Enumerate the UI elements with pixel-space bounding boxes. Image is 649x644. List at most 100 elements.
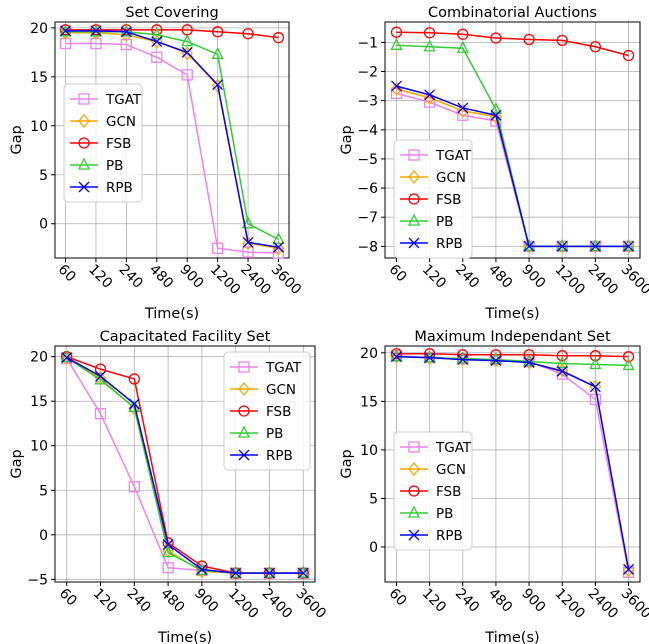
series-rpb [61, 352, 309, 579]
y-tick-label: 15 [30, 394, 48, 410]
data-point [556, 356, 569, 369]
plot-frame [54, 21, 290, 259]
data-point [297, 565, 310, 578]
legend-label: GCN [436, 462, 466, 478]
data-point [230, 567, 242, 579]
data-point [297, 567, 309, 579]
legend-label: FSB [106, 136, 131, 152]
x-tick-label: 1200 [207, 262, 244, 299]
data-point [622, 357, 635, 371]
legend-marker [408, 149, 420, 161]
data-point [490, 32, 502, 44]
data-point [264, 567, 275, 579]
y-tick-label: 5 [369, 491, 378, 507]
y-axis-label: Gap [9, 449, 25, 478]
data-point [523, 240, 535, 252]
data-point [622, 239, 635, 254]
data-point [391, 351, 402, 363]
x-tick-label: 60 [386, 262, 410, 286]
x-tick-label: 480 [485, 262, 515, 292]
data-point [490, 355, 502, 367]
legend-marker [408, 193, 420, 205]
data-point [423, 350, 436, 363]
data-point [622, 563, 635, 578]
x-tick-label: 2400 [585, 586, 622, 623]
data-point [94, 408, 107, 420]
data-point [523, 239, 535, 254]
y-tick-label: −3 [357, 94, 378, 110]
legend-label: FSB [436, 192, 461, 208]
legend-marker [408, 461, 420, 477]
data-point [556, 239, 569, 254]
data-point [120, 26, 132, 38]
y-tick-label: −5 [357, 152, 378, 168]
y-axis-label: Gap [339, 449, 355, 478]
series-fsb [59, 24, 285, 44]
data-point [211, 46, 224, 59]
x-tick-label: 120 [90, 586, 120, 616]
series-rpb [391, 351, 634, 575]
legend-label: TGAT [265, 360, 302, 376]
data-point [523, 238, 536, 251]
data-point [212, 79, 224, 91]
y-tick-label: 0 [39, 217, 48, 233]
y-tick-label: 20 [30, 21, 48, 37]
data-point [423, 39, 436, 52]
data-point [589, 41, 602, 53]
data-point [457, 354, 469, 366]
data-point [589, 393, 602, 406]
legend-box [393, 139, 473, 259]
data-point [263, 565, 276, 578]
x-axis-label: Time(s) [157, 630, 212, 644]
data-point [128, 481, 140, 493]
x-tick-label: 240 [123, 586, 153, 616]
chart-title: Combinatorial Auctions [428, 5, 597, 21]
legend-marker [238, 405, 250, 417]
legend-marker [407, 213, 421, 226]
legend-label: RPB [436, 236, 463, 252]
data-point [181, 46, 193, 58]
x-tick-label: 60 [386, 586, 410, 610]
legend-box [223, 351, 311, 471]
y-tick-label: −4 [357, 123, 378, 139]
data-point [61, 352, 73, 364]
legend-label: RPB [436, 528, 463, 544]
x-tick-label: 1200 [551, 262, 588, 299]
chart-panel-1: Set Covering 0 5 10 15 20 60 120 240 480 900 120024… [9, 5, 304, 322]
data-point [162, 545, 175, 558]
legend-label: GCN [106, 114, 136, 130]
x-tick-label: 60 [56, 586, 80, 610]
data-point [390, 349, 403, 364]
data-point [120, 24, 133, 37]
data-point [211, 242, 224, 254]
chart-panel-2: Combinatorial Auctions −8 −7 −6 −5 −4 −3 −2 −1 60… [339, 5, 649, 322]
legend-marker [238, 361, 250, 373]
data-point [241, 216, 255, 229]
series-rpb [60, 25, 284, 253]
data-point [457, 28, 469, 40]
x-tick-label: 3600 [618, 262, 649, 299]
legend-marker [407, 505, 421, 518]
data-point [272, 32, 285, 44]
data-point [623, 240, 634, 252]
legend-label: RPB [266, 448, 293, 464]
y-axis-label: Gap [339, 125, 355, 154]
data-point [151, 36, 163, 48]
plot-frame [384, 21, 641, 259]
data-point [556, 240, 568, 252]
data-point [489, 101, 502, 115]
y-tick-label: 20 [360, 346, 378, 362]
data-point [556, 350, 568, 362]
data-point [523, 33, 535, 46]
x-tick-label: 240 [452, 586, 482, 616]
x-tick-label: 240 [452, 262, 482, 292]
x-tick-label: 480 [485, 586, 515, 616]
data-point [128, 373, 140, 385]
x-tick-label: 60 [55, 262, 79, 286]
data-point [622, 238, 635, 251]
legend-marker [77, 157, 91, 170]
legend-label: FSB [266, 404, 291, 420]
legend-marker [408, 237, 420, 249]
x-tick-label: 480 [146, 262, 176, 292]
